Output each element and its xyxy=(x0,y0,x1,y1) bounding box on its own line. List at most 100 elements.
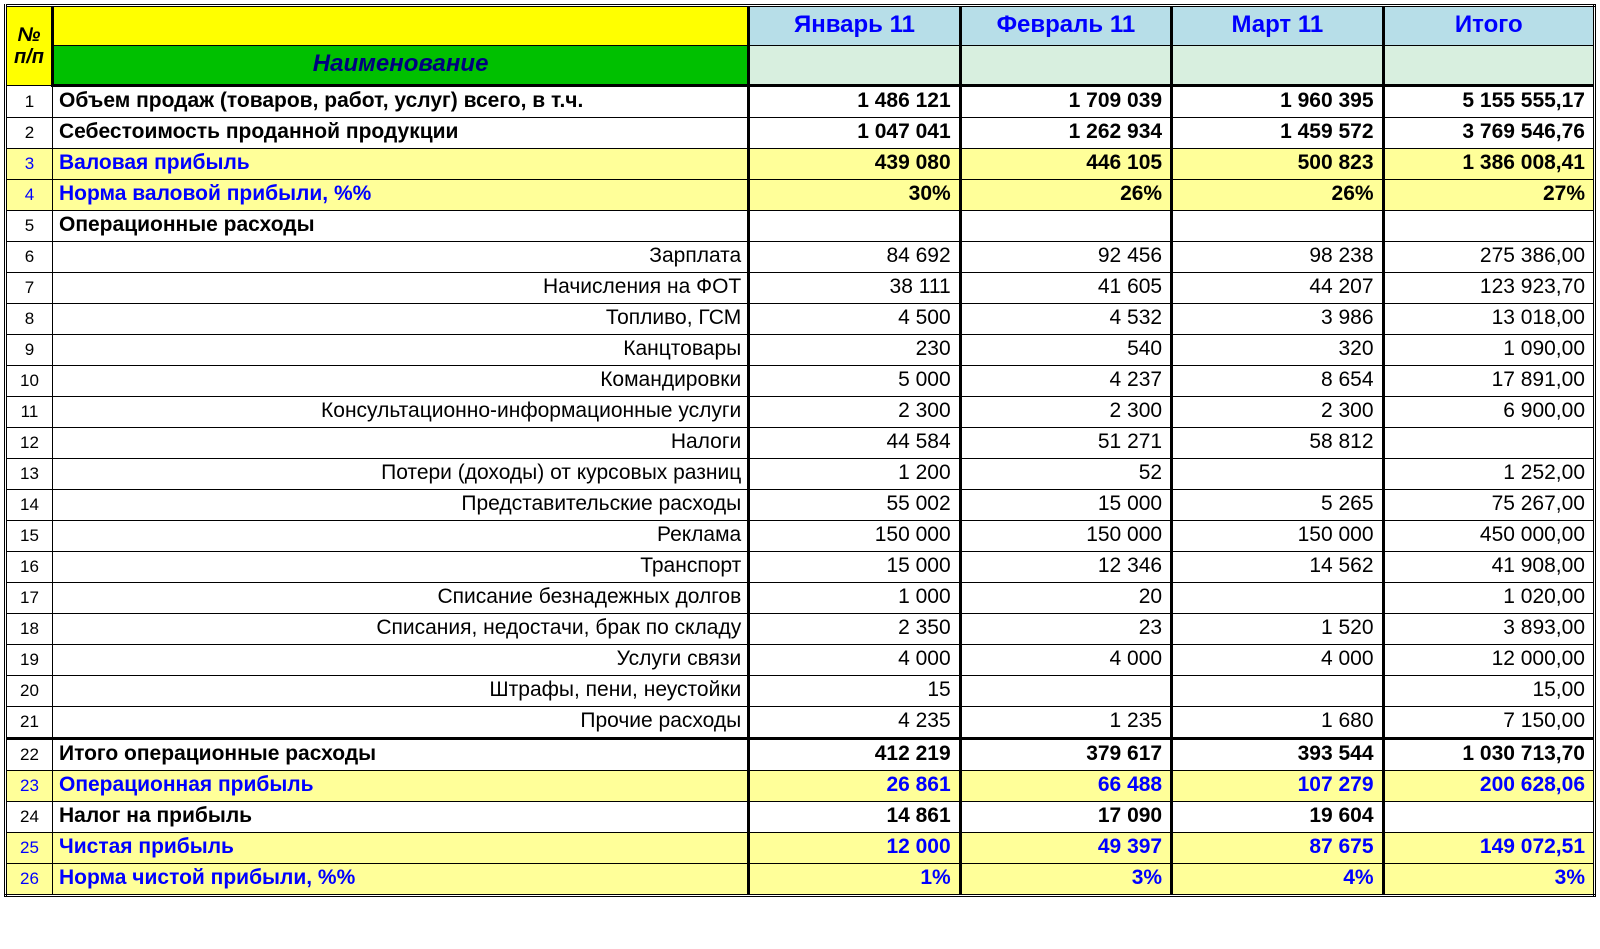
row-value-month: 1 000 xyxy=(749,583,960,614)
row-number: 10 xyxy=(6,366,53,397)
row-label: Списание безнадежных долгов xyxy=(52,583,748,614)
row-value-month: 58 812 xyxy=(1172,428,1383,459)
table-row: 4Норма валовой прибыли, %%30%26%26%27% xyxy=(6,180,1595,211)
row-number: 14 xyxy=(6,490,53,521)
row-value-month: 44 584 xyxy=(749,428,960,459)
row-value-total: 3 893,00 xyxy=(1383,614,1594,645)
row-value-month xyxy=(1172,459,1383,490)
header-sub-3 xyxy=(1172,46,1383,86)
row-value-month: 17 090 xyxy=(960,802,1171,833)
row-number: 22 xyxy=(6,739,53,771)
table-row: 17Списание безнадежных долгов1 000201 02… xyxy=(6,583,1595,614)
row-value-month: 1 047 041 xyxy=(749,118,960,149)
row-value-month: 49 397 xyxy=(960,833,1171,864)
row-label: Прочие расходы xyxy=(52,707,748,739)
row-label: Канцтовары xyxy=(52,335,748,366)
header-sub-2 xyxy=(960,46,1171,86)
row-value-total: 3% xyxy=(1383,864,1594,896)
row-value-month: 150 000 xyxy=(960,521,1171,552)
row-label: Себестоимость проданной продукции xyxy=(52,118,748,149)
row-value-month: 15 xyxy=(749,676,960,707)
row-value-total: 1 252,00 xyxy=(1383,459,1594,490)
row-value-month: 1 235 xyxy=(960,707,1171,739)
row-value-month: 23 xyxy=(960,614,1171,645)
row-number: 11 xyxy=(6,397,53,428)
row-number: 15 xyxy=(6,521,53,552)
table-row: 5Операционные расходы xyxy=(6,211,1595,242)
row-value-total xyxy=(1383,802,1594,833)
row-label: Командировки xyxy=(52,366,748,397)
row-value-month: 2 300 xyxy=(960,397,1171,428)
row-label: Операционная прибыль xyxy=(52,771,748,802)
row-label: Представительские расходы xyxy=(52,490,748,521)
row-value-month: 51 271 xyxy=(960,428,1171,459)
row-value-total: 7 150,00 xyxy=(1383,707,1594,739)
row-value-month: 393 544 xyxy=(1172,739,1383,771)
row-value-month: 20 xyxy=(960,583,1171,614)
row-value-month xyxy=(960,211,1171,242)
row-number: 5 xyxy=(6,211,53,242)
row-value-month: 1 680 xyxy=(1172,707,1383,739)
header-num-line1: № xyxy=(18,24,41,46)
row-value-month: 4 500 xyxy=(749,304,960,335)
row-value-month: 4 000 xyxy=(749,645,960,676)
table-row: 8Топливо, ГСМ4 5004 5323 98613 018,00 xyxy=(6,304,1595,335)
row-value-total: 15,00 xyxy=(1383,676,1594,707)
row-value-month: 1 960 395 xyxy=(1172,86,1383,118)
table-row: 3Валовая прибыль439 080446 105500 8231 3… xyxy=(6,149,1595,180)
row-label: Начисления на ФОТ xyxy=(52,273,748,304)
row-value-total: 123 923,70 xyxy=(1383,273,1594,304)
row-value-total: 27% xyxy=(1383,180,1594,211)
row-value-month: 5 265 xyxy=(1172,490,1383,521)
row-value-month: 4 235 xyxy=(749,707,960,739)
profit-loss-table: № п/п Январь 11 Февраль 11 Март 11 Итого… xyxy=(4,4,1596,897)
row-number: 2 xyxy=(6,118,53,149)
row-value-month: 3% xyxy=(960,864,1171,896)
row-value-total: 6 900,00 xyxy=(1383,397,1594,428)
row-value-total: 275 386,00 xyxy=(1383,242,1594,273)
row-value-month xyxy=(960,676,1171,707)
row-label: Налоги xyxy=(52,428,748,459)
row-label: Итого операционные расходы xyxy=(52,739,748,771)
row-value-total: 12 000,00 xyxy=(1383,645,1594,676)
row-value-month: 38 111 xyxy=(749,273,960,304)
row-value-total: 1 030 713,70 xyxy=(1383,739,1594,771)
row-number: 4 xyxy=(6,180,53,211)
row-value-month: 1 459 572 xyxy=(1172,118,1383,149)
row-value-month: 55 002 xyxy=(749,490,960,521)
row-value-month: 4 000 xyxy=(1172,645,1383,676)
row-number: 17 xyxy=(6,583,53,614)
row-value-month: 84 692 xyxy=(749,242,960,273)
row-value-month: 1% xyxy=(749,864,960,896)
table-row: 25Чистая прибыль12 00049 39787 675149 07… xyxy=(6,833,1595,864)
row-label: Чистая прибыль xyxy=(52,833,748,864)
row-number: 6 xyxy=(6,242,53,273)
row-number: 1 xyxy=(6,86,53,118)
header-total: Итого xyxy=(1383,6,1594,46)
row-value-month: 12 346 xyxy=(960,552,1171,583)
row-value-month: 379 617 xyxy=(960,739,1171,771)
table-row: 13Потери (доходы) от курсовых разниц1 20… xyxy=(6,459,1595,490)
row-value-month: 230 xyxy=(749,335,960,366)
table-row: 16Транспорт15 00012 34614 56241 908,00 xyxy=(6,552,1595,583)
row-value-total: 200 628,06 xyxy=(1383,771,1594,802)
table-row: 1Объем продаж (товаров, работ, услуг) вс… xyxy=(6,86,1595,118)
row-value-month: 107 279 xyxy=(1172,771,1383,802)
row-number: 20 xyxy=(6,676,53,707)
row-value-month: 44 207 xyxy=(1172,273,1383,304)
row-value-month: 446 105 xyxy=(960,149,1171,180)
row-value-month: 320 xyxy=(1172,335,1383,366)
row-value-month: 92 456 xyxy=(960,242,1171,273)
table-row: 11Консультационно-информационные услуги2… xyxy=(6,397,1595,428)
row-value-month: 150 000 xyxy=(1172,521,1383,552)
row-number: 8 xyxy=(6,304,53,335)
row-value-month: 4% xyxy=(1172,864,1383,896)
row-value-month xyxy=(1172,676,1383,707)
row-value-total: 75 267,00 xyxy=(1383,490,1594,521)
table-row: 10Командировки5 0004 2378 65417 891,00 xyxy=(6,366,1595,397)
row-value-month: 540 xyxy=(960,335,1171,366)
row-value-month: 1 709 039 xyxy=(960,86,1171,118)
row-number: 25 xyxy=(6,833,53,864)
row-value-month: 1 486 121 xyxy=(749,86,960,118)
row-value-month: 14 562 xyxy=(1172,552,1383,583)
